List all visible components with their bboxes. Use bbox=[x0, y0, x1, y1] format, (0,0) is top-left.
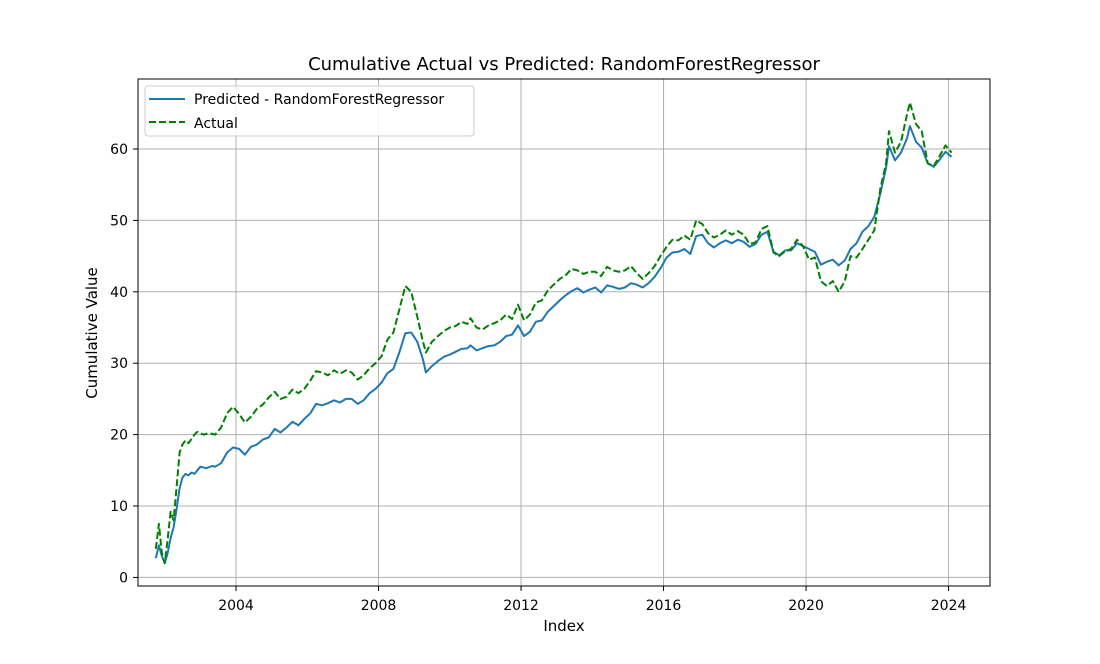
x-tick-label: 2012 bbox=[503, 598, 539, 614]
x-tick-label: 2004 bbox=[218, 598, 254, 614]
series-line-predicted bbox=[154, 125, 953, 565]
y-axis-label: Cumulative Value bbox=[83, 267, 101, 399]
y-tick-label: 0 bbox=[119, 570, 128, 586]
tick-layer: 2004 2008 2012 2016 2020 2024 0 10 20 30 40 50 60 bbox=[110, 142, 966, 614]
x-axis-label: Index bbox=[543, 617, 584, 635]
series-line-actual bbox=[154, 101, 953, 565]
y-tick-label: 20 bbox=[110, 428, 128, 444]
x-tick-label: 2016 bbox=[646, 598, 682, 614]
y-tick-label: 60 bbox=[110, 142, 128, 158]
legend-label-actual: Actual bbox=[194, 116, 238, 132]
y-tick-label: 10 bbox=[110, 499, 128, 515]
legend-label-predicted: Predicted - RandomForestRegressor bbox=[194, 92, 444, 108]
y-tick-label: 30 bbox=[110, 356, 128, 372]
y-tick-label: 50 bbox=[110, 213, 128, 229]
series-layer bbox=[154, 101, 953, 565]
plot-frame bbox=[137, 78, 991, 587]
x-tick-label: 2020 bbox=[788, 598, 824, 614]
legend-box bbox=[144, 85, 475, 137]
x-tick-label: 2024 bbox=[931, 598, 967, 614]
grid-layer bbox=[138, 79, 990, 586]
y-tick-label: 40 bbox=[110, 285, 128, 301]
x-tick-label: 2008 bbox=[361, 598, 397, 614]
chart-title: Cumulative Actual vs Predicted: RandomFo… bbox=[308, 54, 820, 75]
legend: Predicted - RandomForestRegressor Actual bbox=[144, 85, 475, 137]
